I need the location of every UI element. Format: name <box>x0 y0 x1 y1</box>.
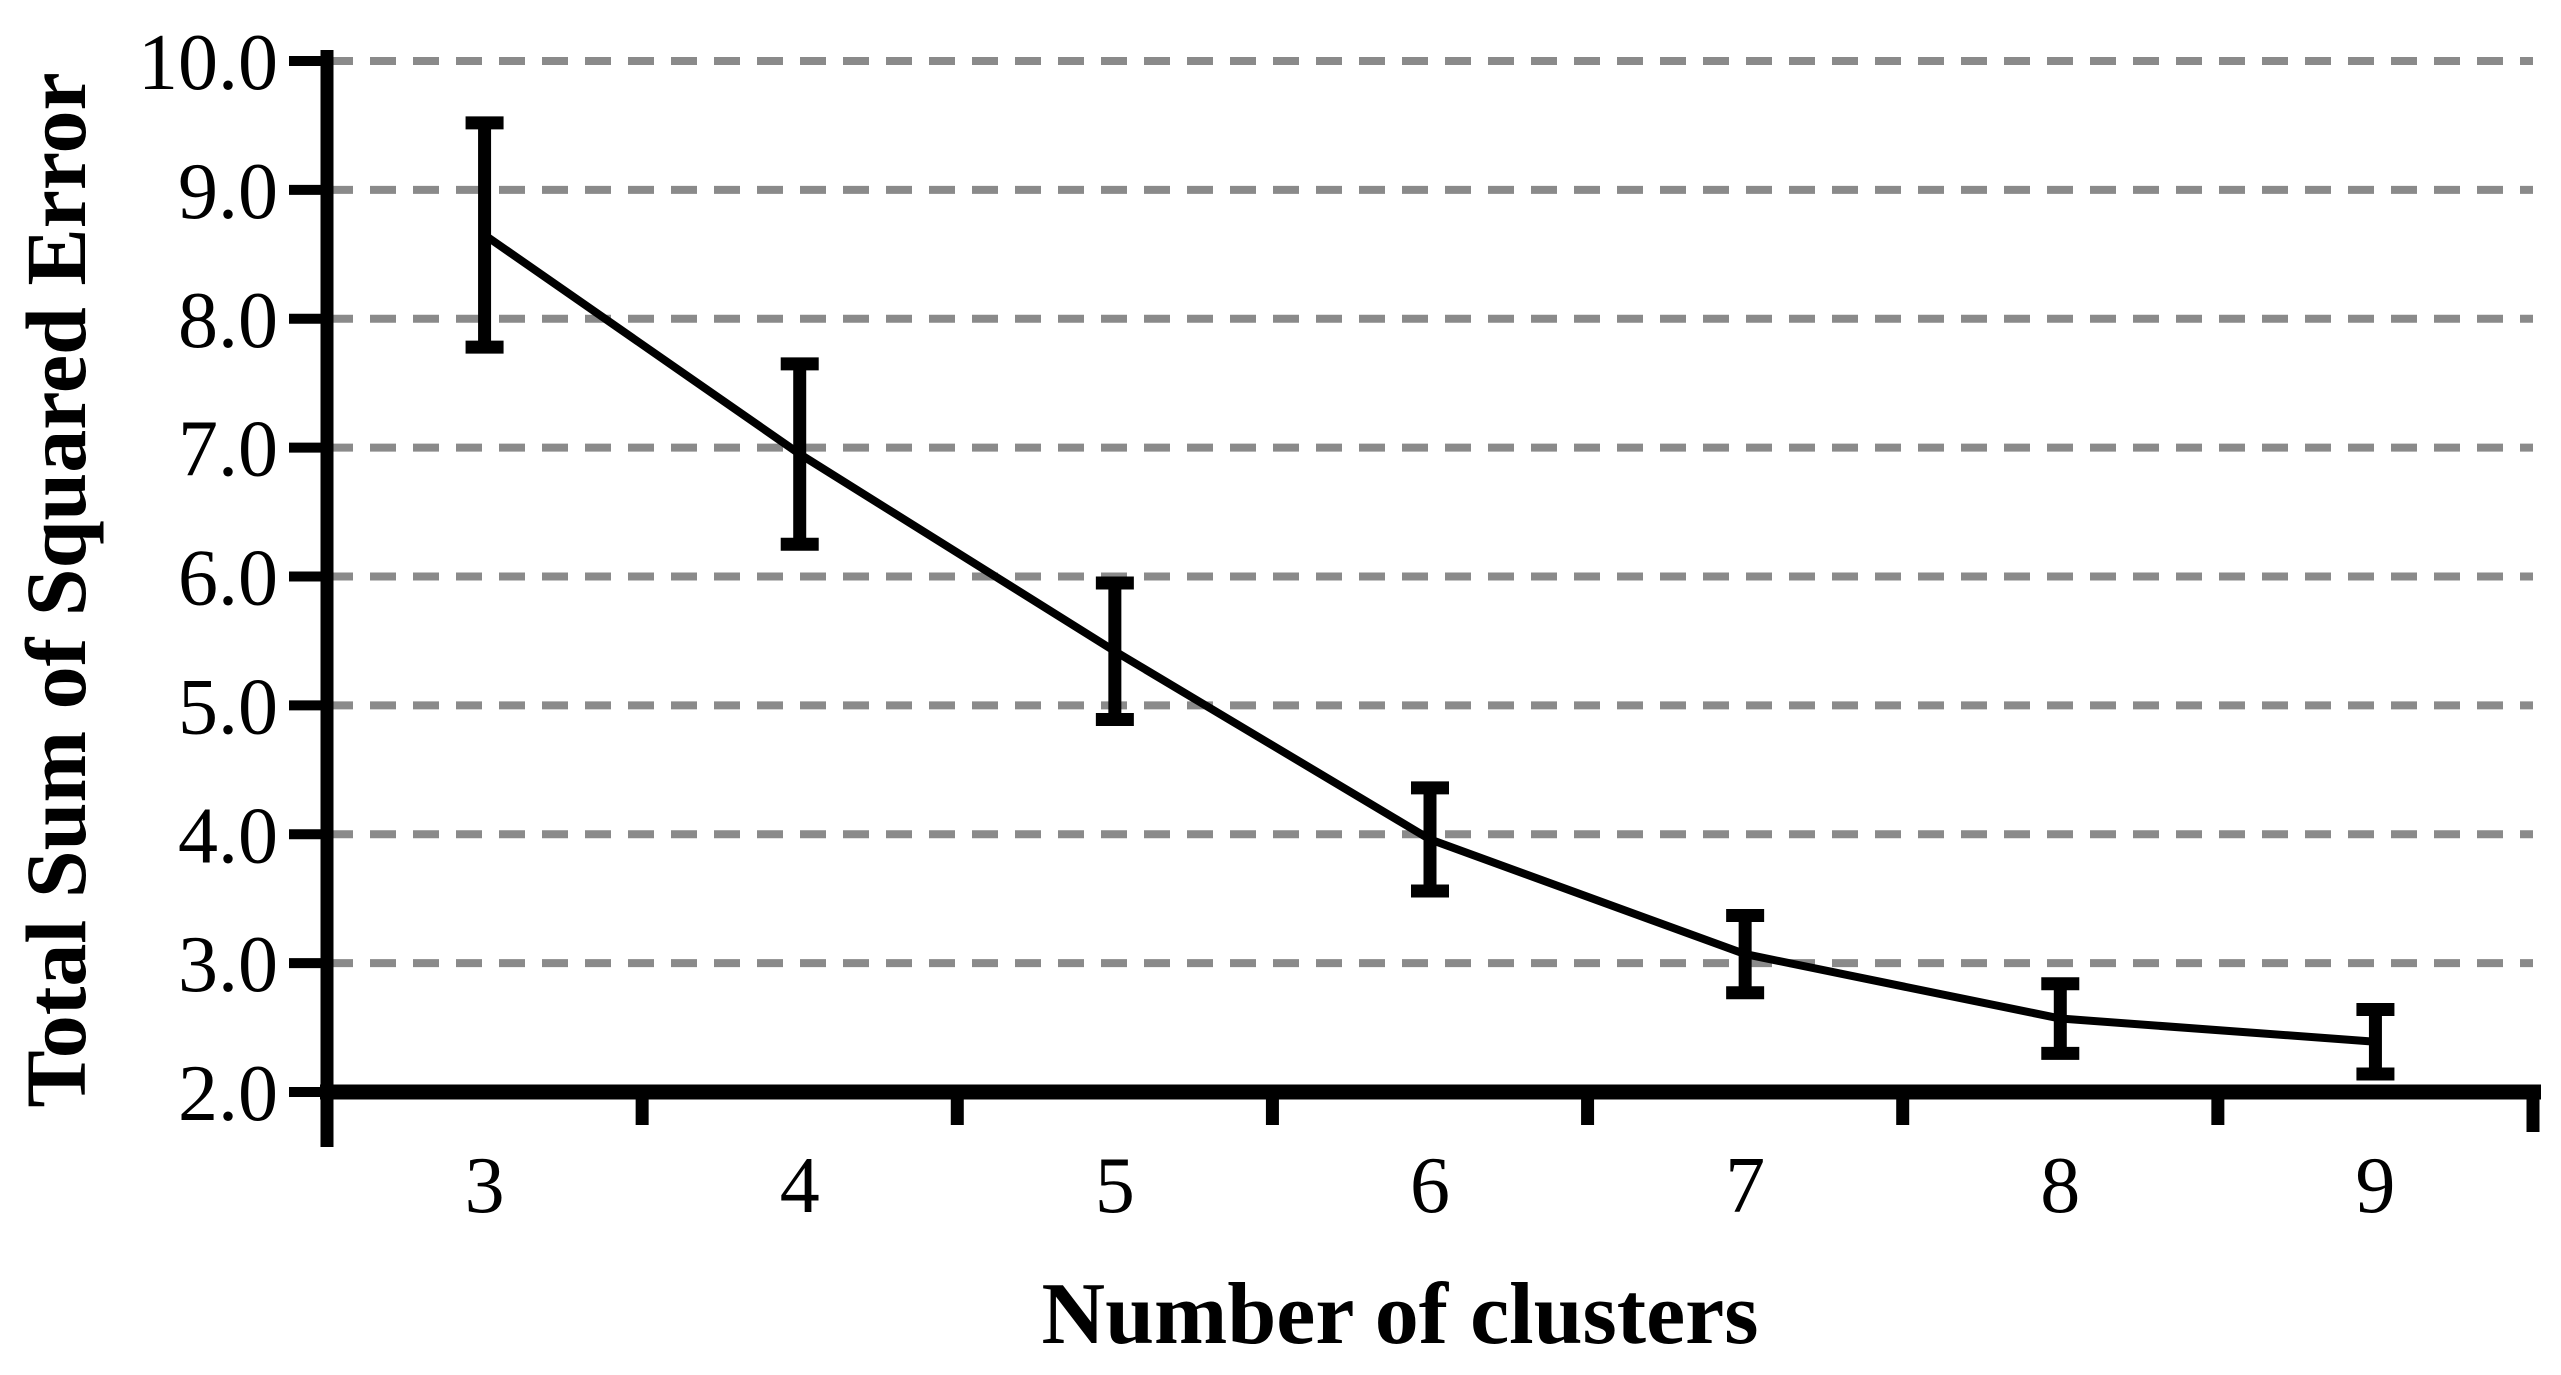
y-tick-label: 4.0 <box>178 792 278 880</box>
x-tick-label: 4 <box>780 1142 820 1230</box>
y-tick-label: 2.0 <box>178 1050 278 1138</box>
x-tick-label: 9 <box>2355 1142 2395 1230</box>
x-tick-label: 8 <box>2040 1142 2080 1230</box>
series-line <box>480 230 2380 1046</box>
x-tick-label: 3 <box>465 1142 505 1230</box>
y-tick-label: 8.0 <box>178 277 278 365</box>
x-axis-title: Number of clusters <box>1042 1266 1759 1363</box>
error-bars <box>465 116 2395 1081</box>
y-tick-label: 3.0 <box>178 921 278 1009</box>
y-tick-label: 5.0 <box>178 663 278 751</box>
y-tick-label: 10.0 <box>138 19 278 107</box>
axes <box>289 50 2541 1147</box>
x-tick-label: 5 <box>1095 1142 1135 1230</box>
y-tick-label: 6.0 <box>178 535 278 623</box>
y-tick-label: 9.0 <box>178 148 278 236</box>
tick-labels: 10.0 9.0 8.0 7.0 6.0 5.0 4.0 3.0 2.0 3 4 5 6 7 8 9 <box>138 19 2395 1230</box>
y-axis-title: Total Sum of Squared Error <box>8 72 104 1107</box>
x-tick-label: 6 <box>1410 1142 1450 1230</box>
data-line-series <box>480 230 2380 1046</box>
gridlines <box>327 57 2533 968</box>
x-tick-label: 7 <box>1725 1142 1765 1230</box>
y-tick-label: 7.0 <box>178 406 278 494</box>
